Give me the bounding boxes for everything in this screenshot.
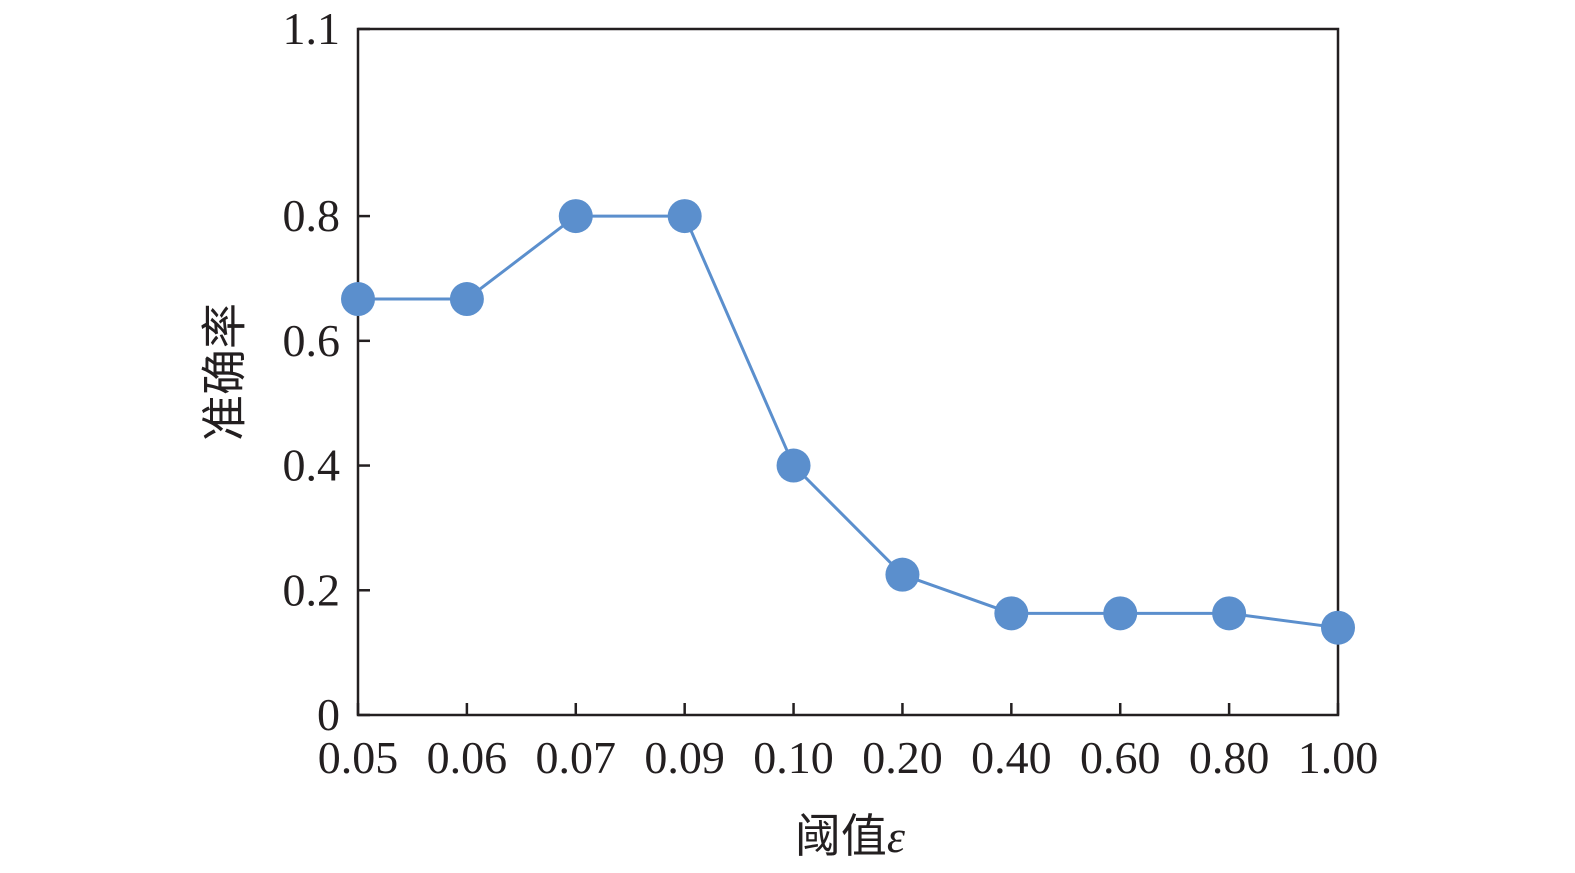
x-axis-title-symbol: ε bbox=[887, 811, 906, 862]
data-point bbox=[1103, 596, 1138, 631]
data-point bbox=[341, 282, 375, 317]
points-group bbox=[341, 199, 1355, 645]
x-tick-label: 0.10 bbox=[753, 732, 834, 783]
y-tick-label: 0.2 bbox=[283, 564, 341, 615]
x-tick-label: 0.60 bbox=[1080, 732, 1161, 783]
data-point bbox=[449, 282, 484, 317]
y-tick-label: 0 bbox=[317, 689, 340, 740]
data-point bbox=[994, 596, 1029, 631]
data-point bbox=[667, 199, 702, 234]
data-point bbox=[776, 448, 811, 483]
data-point bbox=[558, 199, 593, 234]
x-axis: 0.05 0.06 0.07 0.09 0.10 0.20 0.40 0.60 0.80 1.00 bbox=[318, 703, 1379, 783]
x-axis-title-text: 阈值 bbox=[795, 811, 887, 862]
x-tick-label: 0.20 bbox=[862, 732, 943, 783]
y-tick-label: 0.6 bbox=[283, 315, 341, 366]
y-tick-label: 0.8 bbox=[283, 190, 341, 241]
y-tick-label: 1.1 bbox=[283, 3, 341, 54]
x-tick-label: 0.40 bbox=[971, 732, 1052, 783]
data-point bbox=[1321, 610, 1355, 645]
data-point bbox=[1212, 596, 1247, 631]
x-tick-label: 1.00 bbox=[1298, 732, 1379, 783]
plot-frame bbox=[356, 27, 1340, 717]
series-group bbox=[358, 214, 1339, 630]
data-point bbox=[885, 557, 920, 592]
x-tick-label: 0.80 bbox=[1189, 732, 1270, 783]
x-axis-title: 阈值ε bbox=[795, 811, 906, 862]
x-tick-label: 0.07 bbox=[536, 732, 617, 783]
x-tick-label: 0.06 bbox=[427, 732, 508, 783]
y-axis: 0 0.2 0.4 0.6 0.8 1.1 bbox=[283, 3, 370, 740]
series-line bbox=[358, 214, 1339, 630]
y-axis-title: 准确率 bbox=[200, 303, 251, 441]
x-tick-label: 0.09 bbox=[644, 732, 725, 783]
y-tick-label: 0.4 bbox=[283, 440, 341, 491]
x-tick-label: 0.05 bbox=[318, 732, 399, 783]
plot-frame-rect bbox=[356, 27, 1340, 717]
